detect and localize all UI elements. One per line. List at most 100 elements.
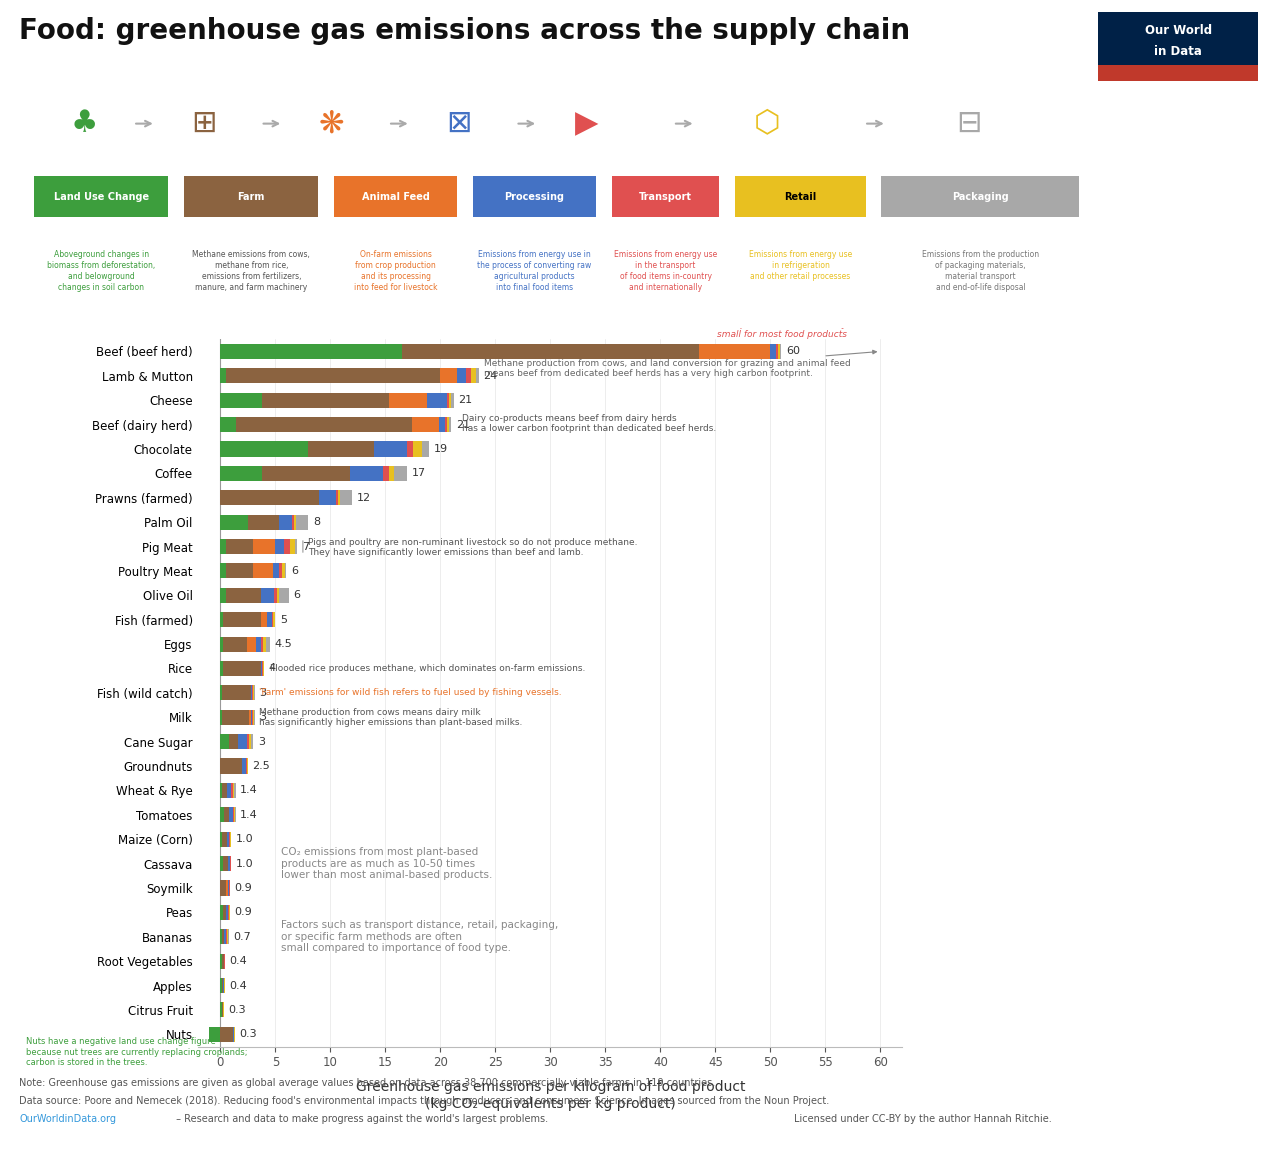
Bar: [289, 539, 296, 554]
Bar: [261, 588, 274, 603]
Bar: [284, 539, 289, 554]
Text: 1.4: 1.4: [241, 785, 259, 796]
Bar: [220, 905, 223, 920]
Bar: [471, 368, 476, 383]
Bar: [439, 417, 445, 432]
Text: ❋: ❋: [319, 109, 344, 138]
Text: Processing: Processing: [504, 192, 564, 201]
Bar: [276, 588, 279, 603]
Text: ▶: ▶: [575, 109, 599, 138]
Text: 4.5: 4.5: [274, 639, 292, 649]
FancyBboxPatch shape: [1098, 66, 1258, 80]
Text: 0.4: 0.4: [229, 956, 247, 966]
FancyBboxPatch shape: [612, 176, 719, 217]
Bar: [296, 514, 308, 530]
Text: Retail: Retail: [785, 192, 817, 201]
Text: 0.4: 0.4: [229, 981, 247, 990]
Bar: [250, 734, 251, 749]
Text: Animal Feed: Animal Feed: [362, 192, 430, 201]
Text: 24: 24: [484, 370, 498, 381]
Text: Emissions from energy use
in refrigeration
and other retail processes: Emissions from energy use in refrigerati…: [749, 251, 852, 282]
Bar: [776, 344, 778, 359]
FancyBboxPatch shape: [735, 176, 865, 217]
Bar: [778, 344, 781, 359]
Bar: [452, 392, 453, 408]
Bar: [335, 490, 338, 505]
Bar: [440, 368, 457, 383]
Text: Methane production from cows means dairy milk
has significantly higher emissions: Methane production from cows means dairy…: [259, 707, 522, 727]
Text: Licensed under CC-BY by the author Hannah Ritchie.: Licensed under CC-BY by the author Hanna…: [794, 1114, 1051, 1125]
Bar: [320, 490, 335, 505]
Bar: [229, 734, 238, 749]
Bar: [296, 539, 297, 554]
Bar: [447, 392, 449, 408]
Text: 4: 4: [269, 664, 276, 674]
Text: 21: 21: [458, 396, 472, 405]
Text: 19: 19: [434, 444, 448, 454]
Bar: [220, 661, 223, 676]
Bar: [220, 392, 262, 408]
Text: Our World: Our World: [1144, 24, 1212, 37]
Text: Pigs and poultry are non-ruminant livestock so do not produce methane.
They have: Pigs and poultry are non-ruminant livest…: [308, 538, 637, 558]
Bar: [223, 905, 225, 920]
Text: Emissions from energy use in
the process of converting raw
agricultural products: Emissions from energy use in the process…: [477, 251, 591, 292]
Bar: [220, 612, 223, 627]
Bar: [279, 564, 282, 578]
Bar: [340, 490, 352, 505]
Bar: [421, 442, 429, 457]
Bar: [242, 759, 246, 774]
Text: 17: 17: [412, 468, 426, 478]
Bar: [402, 344, 699, 359]
Bar: [225, 588, 261, 603]
Text: Methane production from cows, and land conversion for grazing and animal feed
me: Methane production from cows, and land c…: [484, 351, 877, 378]
Bar: [449, 417, 452, 432]
Bar: [253, 539, 275, 554]
Bar: [225, 905, 228, 920]
Text: 5: 5: [280, 615, 287, 624]
Bar: [221, 783, 227, 798]
Bar: [220, 344, 402, 359]
Text: 6: 6: [291, 566, 298, 576]
Text: Food: greenhouse gas emissions across the supply chain: Food: greenhouse gas emissions across th…: [19, 17, 910, 45]
Bar: [247, 734, 250, 749]
Bar: [220, 514, 248, 530]
FancyBboxPatch shape: [1098, 12, 1258, 80]
Text: in Data: in Data: [1155, 45, 1202, 58]
Bar: [225, 881, 228, 896]
Text: 7: 7: [302, 542, 308, 552]
Text: 3: 3: [257, 737, 265, 746]
Bar: [221, 685, 251, 700]
Bar: [220, 588, 225, 603]
Text: 0.3: 0.3: [239, 1029, 257, 1040]
Bar: [210, 1027, 220, 1042]
Bar: [227, 783, 232, 798]
Bar: [236, 417, 412, 432]
Text: Land Use Change: Land Use Change: [54, 192, 148, 201]
Bar: [292, 514, 294, 530]
Text: Nuts have a negative land use change figure
because nut trees are currently repl: Nuts have a negative land use change fig…: [26, 1037, 247, 1067]
Bar: [224, 807, 229, 822]
Bar: [220, 1027, 233, 1042]
Text: 3: 3: [259, 712, 266, 722]
X-axis label: Greenhouse gas emissions per kilogram of food product
(kg CO₂-equivalents per kg: Greenhouse gas emissions per kilogram of…: [356, 1080, 745, 1111]
Text: 0.3: 0.3: [228, 1005, 246, 1015]
Bar: [266, 612, 273, 627]
FancyBboxPatch shape: [184, 176, 319, 217]
Bar: [253, 564, 273, 578]
Bar: [220, 881, 225, 896]
Text: 12: 12: [357, 492, 371, 503]
Bar: [227, 831, 229, 846]
Text: ⊟: ⊟: [956, 109, 982, 138]
Bar: [262, 466, 351, 481]
Text: 6: 6: [293, 590, 300, 600]
Bar: [375, 442, 407, 457]
Bar: [220, 539, 225, 554]
Bar: [771, 344, 776, 359]
Bar: [389, 466, 394, 481]
Bar: [221, 710, 250, 724]
Bar: [223, 612, 261, 627]
Bar: [394, 466, 407, 481]
Text: 0.9: 0.9: [234, 883, 252, 894]
Bar: [457, 368, 466, 383]
Bar: [699, 344, 771, 359]
